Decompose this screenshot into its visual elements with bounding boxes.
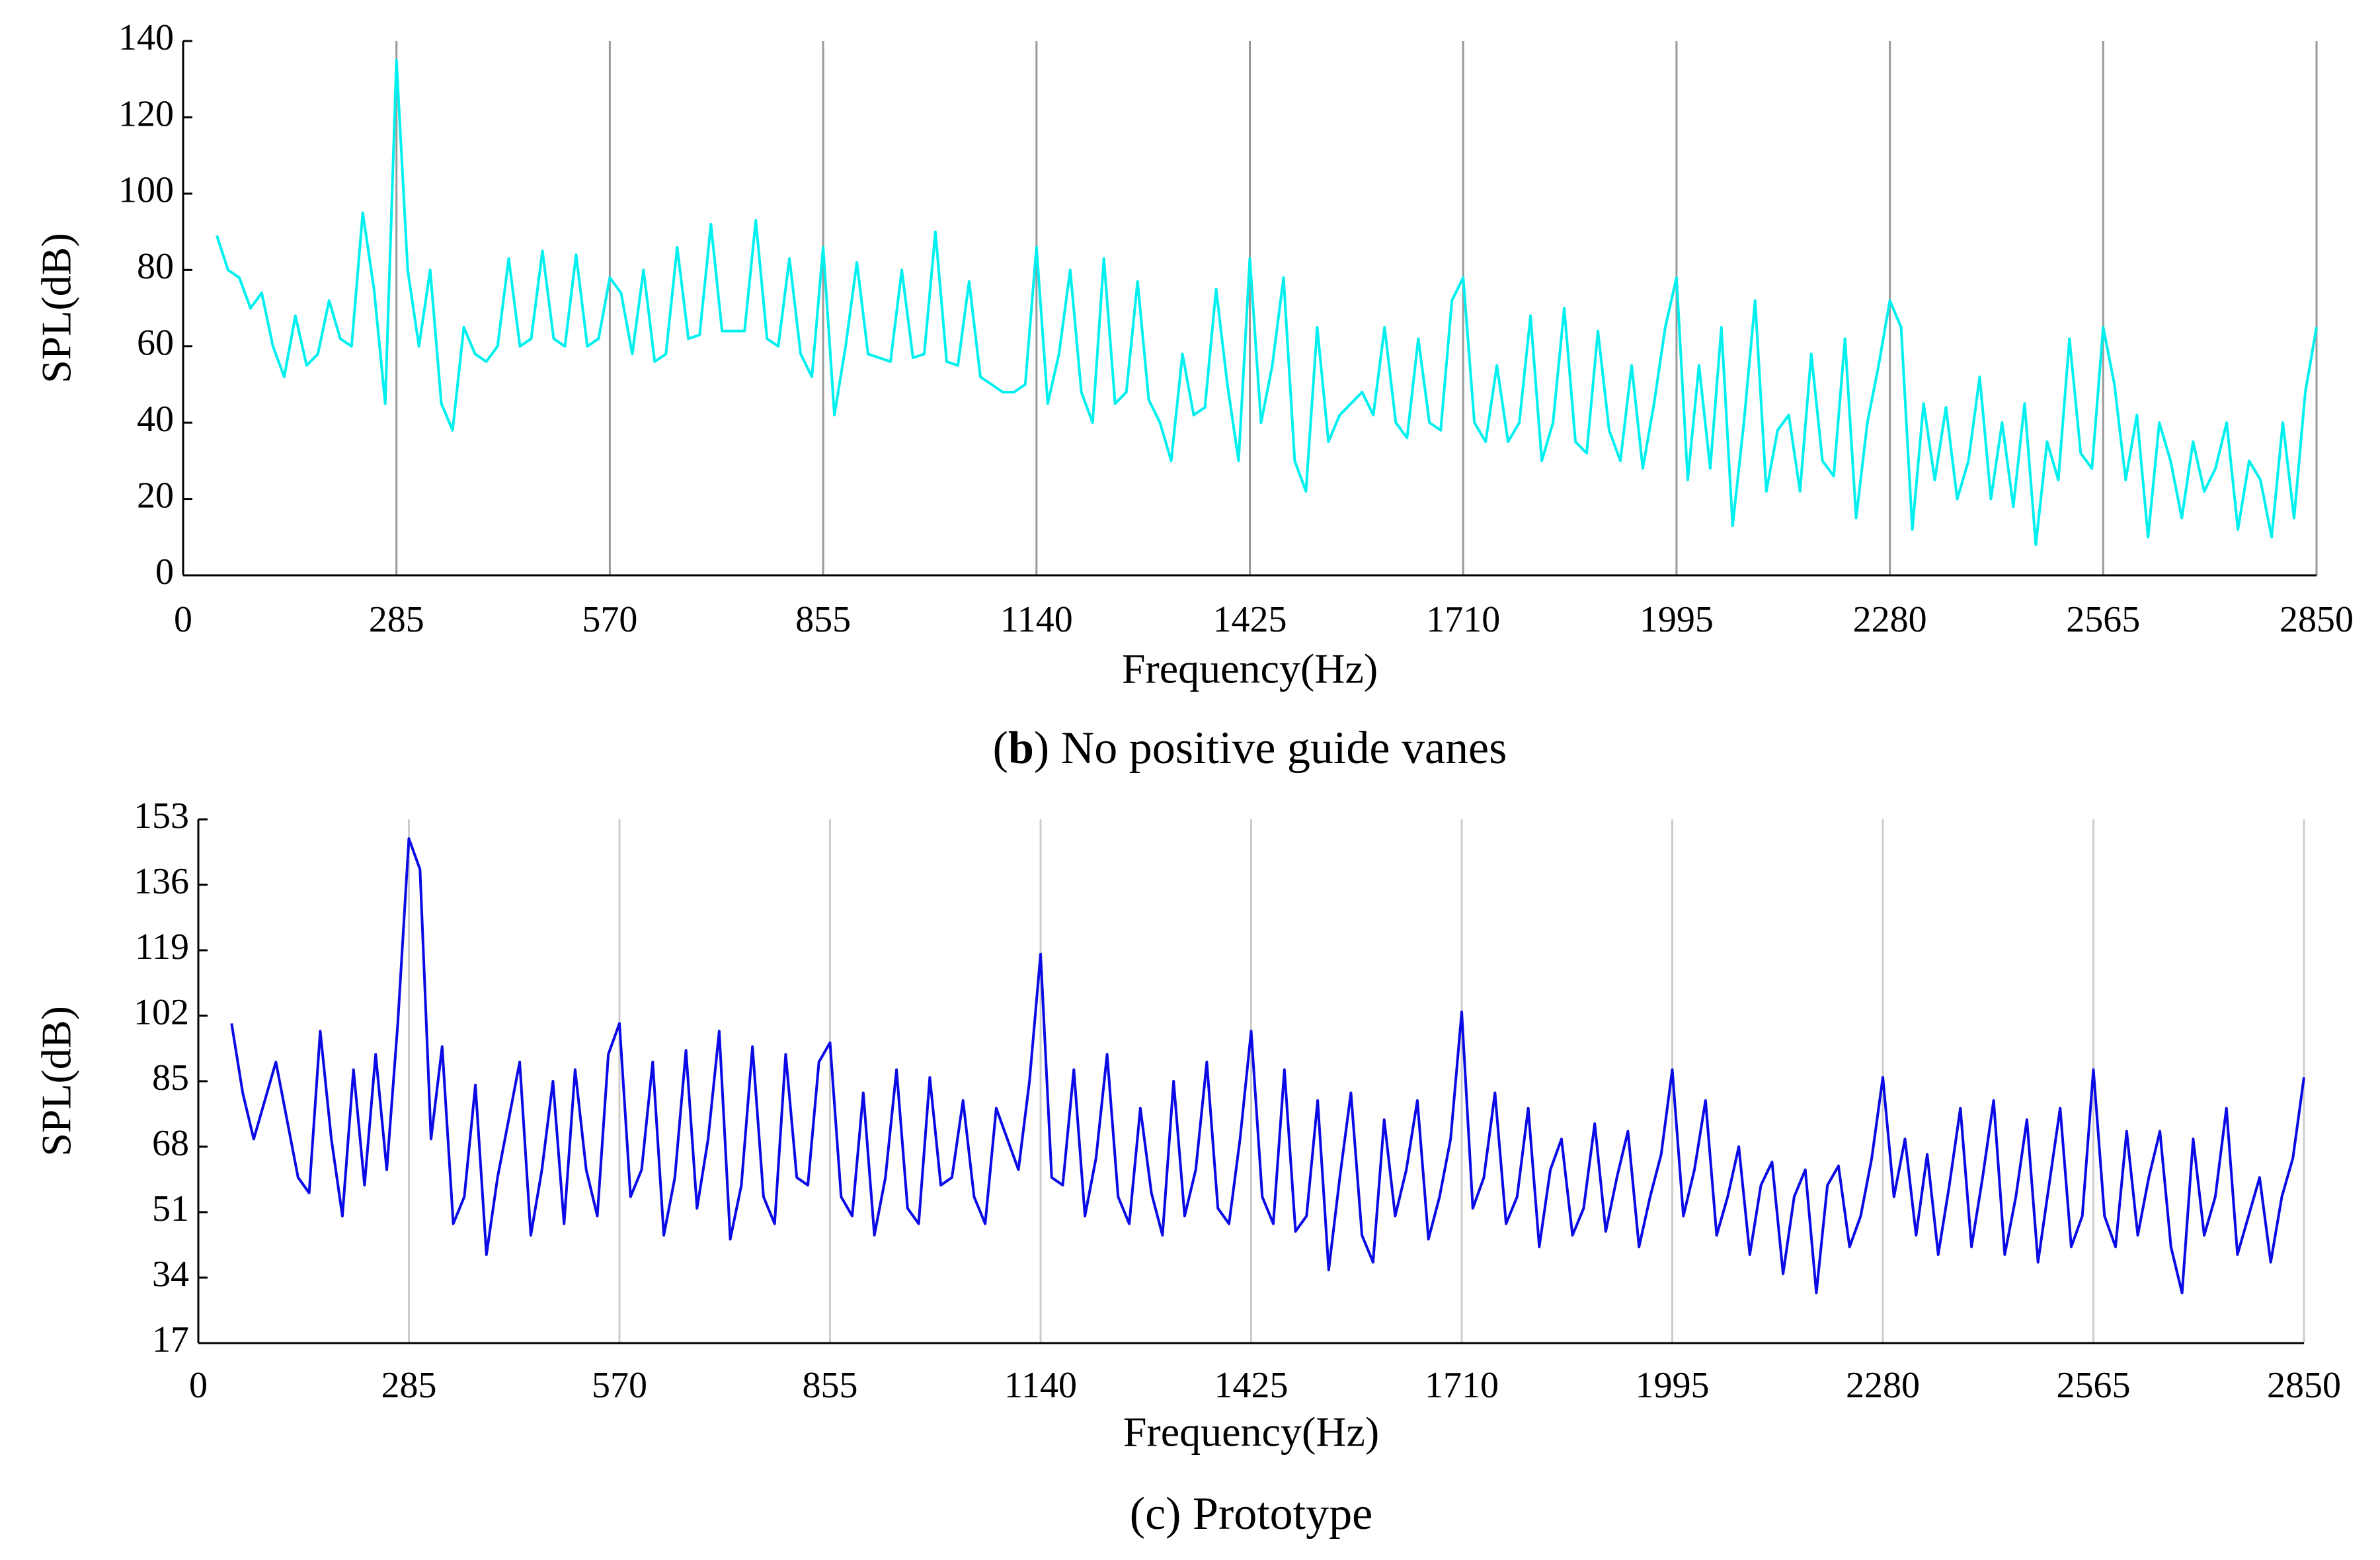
x-tick-label: 0: [174, 599, 192, 640]
caption-letter: c: [1145, 1489, 1166, 1539]
y-tick-label: 68: [152, 1123, 189, 1164]
x-tick-label: 2565: [2066, 599, 2140, 640]
spectrum-line: [230, 837, 2305, 1295]
x-tick-label: 1995: [1636, 1365, 1710, 1406]
x-tick-label: 855: [803, 1365, 858, 1406]
x-tick-label: 2850: [2280, 599, 2354, 640]
x-tick-label: 1425: [1214, 1365, 1289, 1406]
y-tick-label: 120: [118, 93, 174, 134]
y-axis-label: SPL(dB): [33, 1006, 80, 1157]
y-tick-label: 40: [137, 399, 174, 440]
y-tick-label: 80: [137, 246, 174, 287]
x-tick-label: 285: [369, 599, 424, 640]
x-tick-label: 1995: [1640, 599, 1714, 640]
x-axis-label: Frequency(Hz): [1122, 645, 1378, 692]
y-tick-label: 51: [152, 1188, 189, 1229]
y-tick-label: 153: [134, 796, 189, 837]
x-tick-label: 2850: [2267, 1365, 2341, 1406]
caption: (b) No positive guide vanes: [993, 723, 1507, 774]
x-tick-label: 570: [582, 599, 637, 640]
x-tick-label: 1710: [1426, 599, 1500, 640]
y-tick-label: 17: [152, 1319, 189, 1360]
x-tick-label: 285: [381, 1365, 437, 1406]
x-tick-label: 1710: [1425, 1365, 1499, 1406]
y-tick-label: 60: [137, 323, 174, 364]
x-tick-label: 570: [592, 1365, 647, 1406]
caption: (c) Prototype: [1130, 1489, 1372, 1539]
x-tick-label: 2565: [2057, 1365, 2131, 1406]
x-tick-label: 0: [189, 1365, 208, 1406]
y-tick-label: 119: [135, 926, 189, 967]
x-tick-label: 1140: [1000, 599, 1073, 640]
caption-text: ) Prototype: [1166, 1489, 1372, 1539]
caption-letter: b: [1008, 723, 1034, 774]
x-tick-label: 2280: [1846, 1365, 1920, 1406]
x-tick-label: 1140: [1004, 1365, 1077, 1406]
y-tick-label: 102: [134, 992, 189, 1033]
x-tick-label: 2280: [1853, 599, 1927, 640]
caption-open: (: [993, 723, 1008, 774]
y-tick-label: 140: [118, 17, 174, 58]
y-tick-label: 0: [155, 552, 174, 593]
y-tick-label: 85: [152, 1057, 189, 1098]
y-tick-label: 20: [137, 475, 174, 516]
y-axis-label: SPL(dB): [33, 233, 80, 384]
x-tick-label: 1425: [1213, 599, 1287, 640]
y-tick-label: 100: [118, 170, 174, 211]
x-tick-label: 855: [795, 599, 851, 640]
caption-text: ) No positive guide vanes: [1034, 723, 1507, 774]
spectrum-line: [216, 58, 2318, 546]
y-tick-label: 34: [152, 1254, 189, 1295]
x-axis-label: Frequency(Hz): [1123, 1409, 1379, 1456]
y-tick-label: 136: [134, 861, 189, 902]
caption-open: (: [1130, 1489, 1145, 1539]
